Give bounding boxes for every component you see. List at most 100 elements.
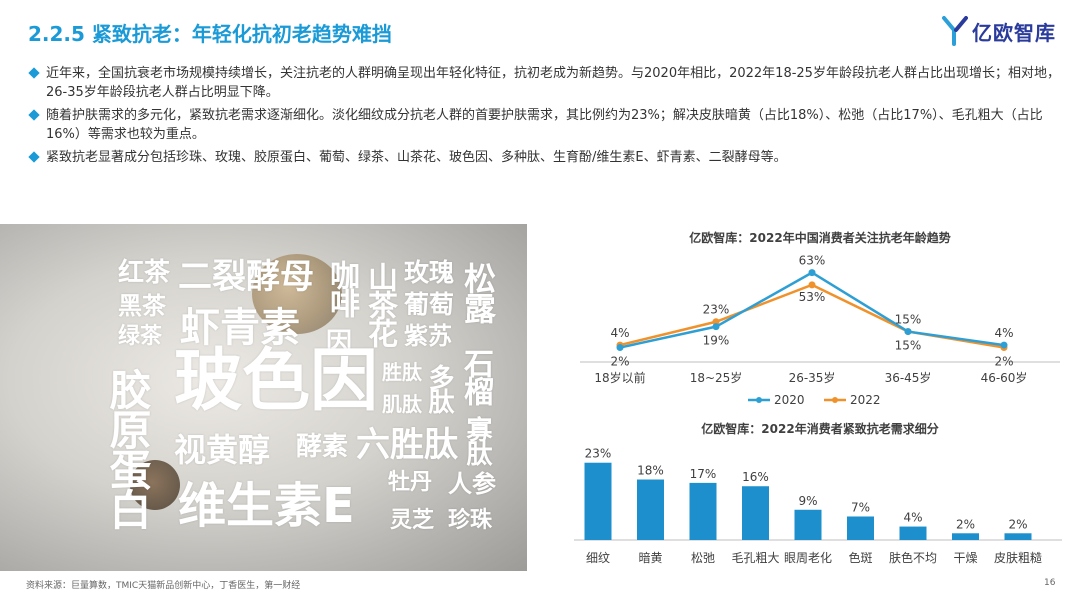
word-cloud-term: 红茶 [118,258,171,288]
word-cloud-term: 玻色因 [174,342,379,421]
x-tick-label: 26-35岁 [789,370,836,385]
word-cloud-term: 二裂酵母 [178,257,314,297]
word-cloud-term: 松露 [459,262,497,322]
bullet-text: 近年来，全国抗衰老市场规模持续增长，关注抗老的人群明确呈现出年轻化特征，抗初老成… [46,66,1060,100]
x-tick-label: 松弛 [691,551,715,565]
bar [794,509,822,540]
x-tick-label: 细纹 [586,551,610,565]
word-cloud-term: 绿茶 [118,324,163,349]
yiou-logo-icon [942,16,968,46]
legend-marker-2022 [832,397,838,403]
bar [689,482,717,540]
bar [742,486,769,540]
diamond-bullet-icon [28,151,40,163]
word-cloud-term: 酵素 [296,432,349,462]
legend-marker-2020 [756,397,762,403]
x-tick-label: 18~25岁 [690,370,743,385]
bullet-item: 紧致抗老显著成分包括珍珠、玫瑰、胶原蛋白、葡萄、绿茶、山茶花、玻色因、多种肽、生… [26,148,1066,167]
word-cloud-term: 灵芝 [390,508,435,533]
x-tick-label: 皮肤粗糙 [994,550,1042,565]
bullet-text: 随着护肤需求的多元化，紧致抗老需求逐渐细化。淡化细纹成分抗老人群的首要护肤需求，… [46,108,1043,142]
x-tick-label: 干燥 [953,551,977,565]
data-label: 15% [895,339,922,353]
diamond-bullet-icon [28,109,40,121]
cream-jar-image [252,254,342,334]
data-label: 4% [903,511,922,525]
bar [1004,533,1032,540]
data-label: 23% [703,303,730,317]
data-point-2020 [904,328,912,336]
data-label: 2% [1008,517,1027,531]
data-label: 17% [690,467,717,481]
word-cloud-term: 因 [326,328,353,358]
bullet-item: 随着护肤需求的多元化，紧致抗老需求逐渐细化。淡化细纹成分抗老人群的首要护肤需求，… [26,106,1066,144]
bar-chart-title: 亿欧智库：2022年消费者紧致抗老需求细分 [701,422,939,436]
data-point-2020 [616,344,624,352]
bar [847,516,874,540]
bar [584,462,612,540]
dropper-bottle-image [130,460,180,510]
x-tick-label: 18岁以前 [594,370,645,385]
source-footnote: 资料来源：巨量算数，TMIC天猫新品创新中心，丁香医生，第一财经 [26,581,301,591]
word-cloud-term: 牡丹 [388,470,433,495]
word-cloud-term: 山茶花 [362,262,397,346]
brand-logo: 亿欧智库 [942,16,1056,46]
data-label: 15% [895,313,922,327]
word-cloud-term: 黑茶 [118,292,166,320]
data-label: 2% [956,517,975,531]
word-cloud-term: 葡萄 [404,290,455,319]
x-tick-label: 46-60岁 [981,370,1028,385]
data-label: 2% [610,355,629,369]
ingredient-word-cloud: 红茶 二裂酵母 咖啡 山茶花 玫瑰 松露 黑茶 葡萄 绿茶 虾青素 因 紫苏 胶… [0,224,527,571]
word-cloud-term: 维生素E [178,478,355,534]
word-cloud-term: 人参 [448,470,496,498]
legend-label: 2020 [774,393,805,407]
data-point-2022 [712,318,720,326]
data-label: 63% [799,254,826,268]
word-cloud-term: 视黄醇 [174,431,271,469]
data-label: 2% [994,355,1013,369]
word-cloud-term: 胜肽 [382,360,422,384]
word-cloud-term: 珍珠 [448,508,493,533]
word-cloud-term: 多肽 [424,364,454,412]
x-tick-label: 暗黄 [638,550,662,565]
bar [637,479,664,540]
line-chart-title: 亿欧智库：2022年中国消费者关注抗老年龄趋势 [689,231,951,245]
firming-demand-bar-chart: 23% 细纹 18% 暗黄 17% 松弛 16% 毛孔粗大 9% 眼周老化 7% 色斑 4% 肤色不均 2%… [574,447,1062,565]
word-cloud-term: 虾青素 [180,305,300,351]
legend-label: 2022 [850,393,881,407]
x-tick-label: 36-45岁 [885,370,932,385]
x-tick-label: 肤色不均 [889,550,937,565]
word-cloud-term: 紫苏 [404,322,452,350]
x-tick-label: 毛孔粗大 [731,551,779,565]
bullet-list: 近年来，全国抗衰老市场规模持续增长，关注抗老的人群明确呈现出年轻化特征，抗初老成… [26,64,1066,171]
bullet-text: 紧致抗老显著成分包括珍珠、玫瑰、胶原蛋白、葡萄、绿茶、山茶花、玻色因、多种肽、生… [46,150,787,165]
data-point-2020 [808,269,816,277]
data-point-2022 [808,281,816,289]
data-point-2020 [712,323,720,331]
age-trend-line-chart: 18岁以前 18~25岁 26-35岁 36-45岁 46-60岁 4% 2% 23% 19% 6… [580,254,1060,407]
data-label: 4% [994,326,1013,340]
page-number: 16 [1044,578,1056,588]
word-cloud-term: 石榴 [458,348,493,404]
word-cloud-term: 玫瑰 [404,258,455,287]
data-label: 23% [585,447,612,461]
bar [952,533,979,540]
data-label: 4% [610,326,629,340]
bar [899,526,927,540]
data-point-2020 [1000,341,1008,349]
word-cloud-term: 肌肽 [382,392,422,416]
word-cloud-term: 咖啡 [324,260,359,316]
x-tick-label: 色斑 [848,551,872,565]
diamond-bullet-icon [28,67,40,79]
x-tick-label: 眼周老化 [784,551,832,565]
data-label: 18% [637,464,664,478]
logo-text: 亿欧智库 [972,20,1056,45]
bullet-item: 近年来，全国抗衰老市场规模持续增长，关注抗老的人群明确呈现出年轻化特征，抗初老成… [26,64,1066,102]
data-label: 16% [742,470,769,484]
word-cloud-term: 六胜肽 [356,425,458,465]
word-cloud-term: 胶原蛋白 [103,368,152,528]
word-cloud-term: 寡肽 [462,416,492,464]
page-title: 2.2.5 紧致抗老：年轻化抗初老趋势难挡 [28,22,392,46]
data-label: 9% [798,494,817,508]
